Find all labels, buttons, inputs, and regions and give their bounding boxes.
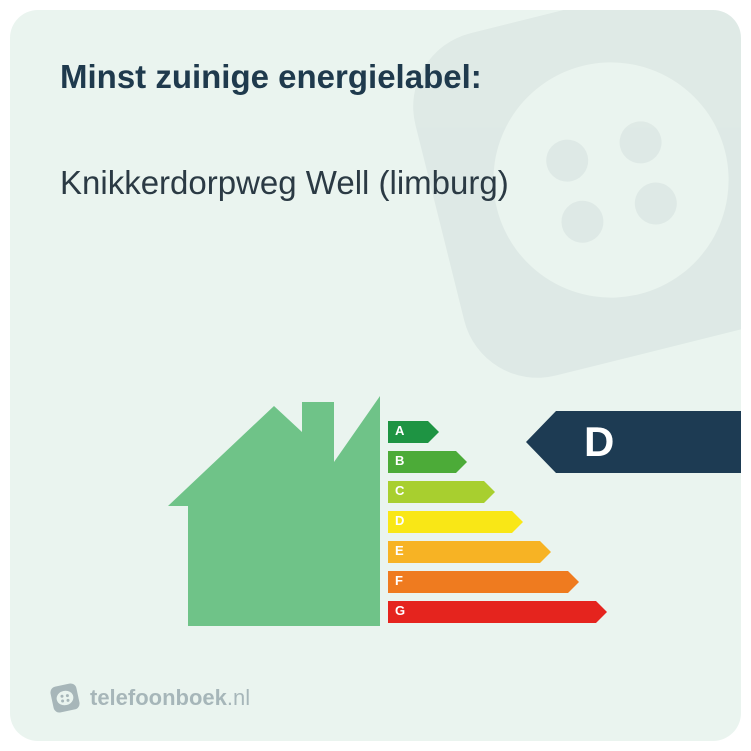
energy-bar-c: C <box>388 481 484 503</box>
energy-label-card: Minst zuinige energielabel: Knikkerdorpw… <box>10 10 741 741</box>
page-title: Minst zuinige energielabel: <box>60 58 691 96</box>
energy-bar-label: F <box>395 573 403 588</box>
energy-bar-e: E <box>388 541 540 563</box>
footer-brand: telefoonboek.nl <box>50 683 250 713</box>
result-badge: D <box>556 411 741 473</box>
footer-brand-bold: telefoonboek <box>90 685 227 710</box>
energy-bar-label: D <box>395 513 404 528</box>
energy-bar-row: E <box>388 537 596 567</box>
footer-brand-text: telefoonboek.nl <box>90 685 250 711</box>
energy-chart: ABCDEFG D <box>10 371 741 651</box>
energy-bar-label: C <box>395 483 404 498</box>
energy-bar-row: D <box>388 507 596 537</box>
energy-bar-label: E <box>395 543 404 558</box>
energy-bar-d: D <box>388 511 512 533</box>
energy-bar-row: F <box>388 567 596 597</box>
energy-bar-g: G <box>388 601 596 623</box>
footer-brand-thin: .nl <box>227 685 250 710</box>
energy-bar-f: F <box>388 571 568 593</box>
energy-bar-b: B <box>388 451 456 473</box>
energy-bar-label: G <box>395 603 405 618</box>
result-letter: D <box>584 418 614 466</box>
location-name: Knikkerdorpweg Well (limburg) <box>60 162 691 204</box>
energy-bar-row: G <box>388 597 596 627</box>
energy-bar-row: C <box>388 477 596 507</box>
energy-bar-label: B <box>395 453 404 468</box>
energy-bar-a: A <box>388 421 428 443</box>
energy-bar-label: A <box>395 423 404 438</box>
house-icon <box>168 396 380 626</box>
footer-logo-icon <box>50 683 80 713</box>
